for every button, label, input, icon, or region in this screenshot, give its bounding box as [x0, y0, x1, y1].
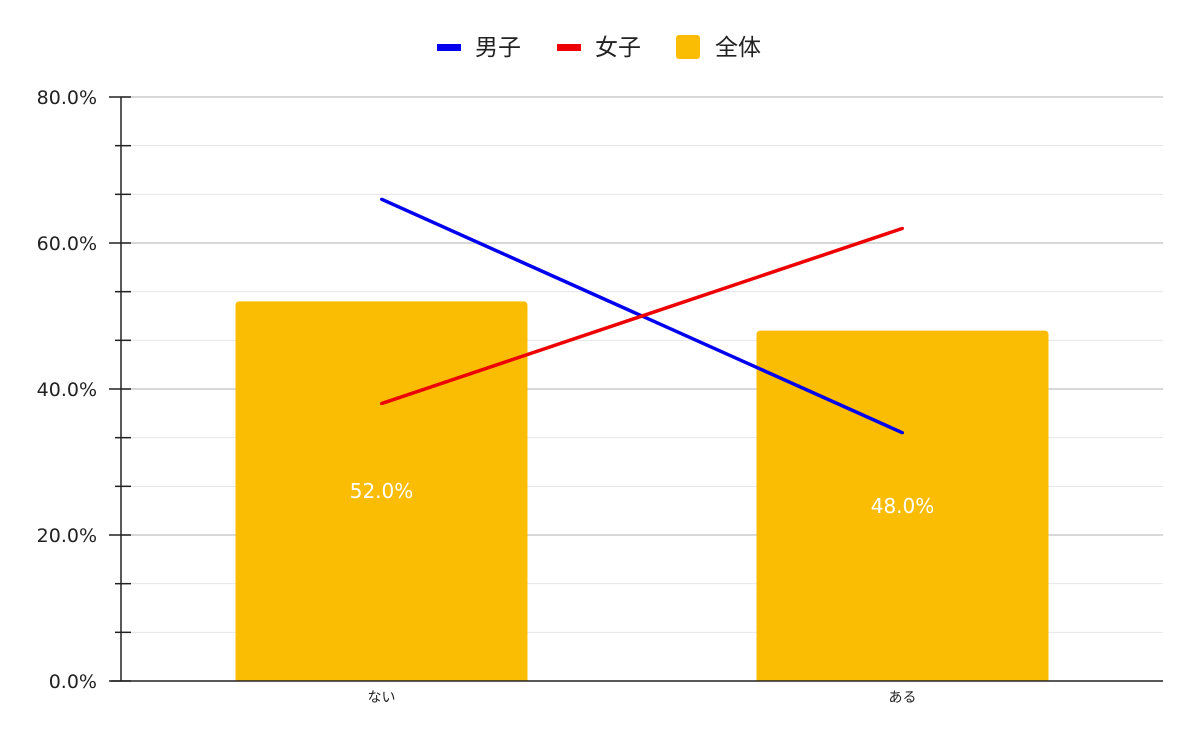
- y-tick-label: 40.0%: [37, 379, 97, 401]
- legend: 男子 女子 全体: [437, 35, 761, 61]
- legend-label: 女子: [595, 35, 641, 61]
- axis-layer: 0.0% 20.0% 40.0% 60.0% 80.0% ない ある: [37, 87, 1163, 706]
- bar-data-label: 48.0%: [871, 494, 935, 518]
- series-point: [901, 226, 904, 230]
- legend-swatch-line: [557, 44, 581, 51]
- data-label-layer: 52.0% 48.0%: [350, 479, 935, 518]
- line-layer: [380, 197, 904, 435]
- legend-label: 男子: [475, 35, 521, 61]
- x-category-label: ない: [368, 690, 396, 706]
- x-category-label: ある: [889, 690, 917, 706]
- legend-label: 全体: [715, 35, 761, 61]
- series-point: [380, 197, 383, 201]
- bar-1: [235, 301, 528, 681]
- series-point: [380, 402, 383, 406]
- legend-swatch-bar: [676, 35, 700, 59]
- y-tick-label: 80.0%: [37, 87, 97, 109]
- bar-layer: [235, 301, 1049, 681]
- bar-2: [756, 330, 1049, 681]
- series-line-2: [380, 226, 904, 406]
- y-tick-label: 20.0%: [37, 525, 97, 547]
- series-point: [901, 431, 904, 435]
- y-tick-label: 60.0%: [37, 233, 97, 255]
- legend-swatch-line: [437, 44, 461, 51]
- bar-data-label: 52.0%: [350, 479, 414, 503]
- y-tick-label: 0.0%: [49, 671, 97, 693]
